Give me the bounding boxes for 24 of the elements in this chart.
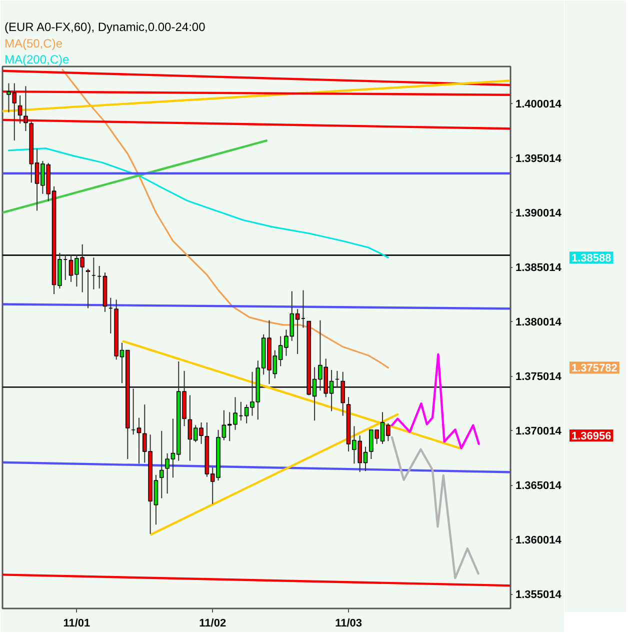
text: MA(200,C)e	[4, 52, 70, 66]
y-tick-label: 1.370014	[516, 426, 562, 438]
x-tick-label: 11/03	[335, 618, 362, 630]
candlestick	[18, 95, 22, 124]
candlestick	[86, 268, 90, 309]
y-tick-label: 1.375014	[516, 371, 562, 384]
y-tick-label: 1.390014	[516, 207, 562, 220]
text: 1.375782	[572, 362, 618, 375]
y-tick-label: 1.360014	[516, 534, 562, 547]
y-tick-label: 1.355014	[516, 589, 562, 602]
candlestick	[24, 86, 28, 132]
chart-title: (EUR A0-FX,60), Dynamic,0.00-24:00	[4, 20, 206, 34]
x-tick-label: 11/02	[199, 618, 226, 630]
text: 1.38588	[572, 252, 612, 265]
candlestick	[159, 430, 164, 499]
y-tick-label: 1.395014	[516, 152, 562, 165]
x-tick-label: 11/01	[63, 618, 90, 630]
y-tick-label: 1.400014	[516, 98, 562, 110]
text: 1.36956	[572, 430, 612, 443]
candlestick	[136, 417, 142, 464]
series-label: MA(50,C)e	[4, 36, 63, 50]
y-tick-label: 1.385014	[516, 262, 562, 274]
y-tick-label: 1.380014	[516, 316, 562, 329]
y-tick-label: 1.365014	[516, 480, 562, 492]
